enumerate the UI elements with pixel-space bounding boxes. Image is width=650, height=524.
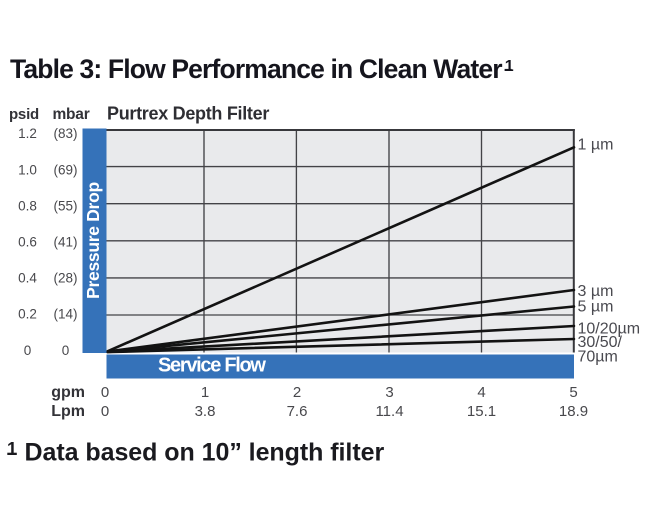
svg-text:10/20µm: 10/20µm xyxy=(578,321,641,338)
svg-text:4: 4 xyxy=(477,384,485,401)
svg-text:Table 3: Flow Performance in C: Table 3: Flow Performance in Clean Water xyxy=(10,54,502,84)
svg-text:3 µm: 3 µm xyxy=(578,283,614,300)
svg-text:7.6: 7.6 xyxy=(287,403,308,420)
svg-text:(69): (69) xyxy=(53,162,77,177)
svg-text:gpm: gpm xyxy=(51,384,85,401)
svg-text:11.4: 11.4 xyxy=(375,403,403,420)
svg-text:0.4: 0.4 xyxy=(18,271,37,286)
svg-text:1.0: 1.0 xyxy=(18,162,37,177)
svg-text:Pressure Drop: Pressure Drop xyxy=(83,182,103,299)
svg-text:Lpm: Lpm xyxy=(51,403,85,420)
svg-text:5 µm: 5 µm xyxy=(578,299,614,316)
svg-text:2: 2 xyxy=(293,384,301,401)
svg-text:1: 1 xyxy=(505,58,514,75)
svg-text:0: 0 xyxy=(24,343,32,358)
svg-text:(14): (14) xyxy=(53,307,77,322)
svg-text:70µm: 70µm xyxy=(578,349,618,366)
svg-text:(55): (55) xyxy=(53,198,77,213)
svg-text:mbar: mbar xyxy=(52,106,89,123)
svg-text:5: 5 xyxy=(569,384,577,401)
svg-text:0.8: 0.8 xyxy=(18,198,37,213)
svg-text:0: 0 xyxy=(101,384,109,401)
svg-text:30/50/: 30/50/ xyxy=(578,334,623,351)
svg-text:3.8: 3.8 xyxy=(195,403,216,420)
svg-text:1: 1 xyxy=(201,384,209,401)
svg-text:1: 1 xyxy=(7,439,17,459)
svg-text:3: 3 xyxy=(385,384,393,401)
svg-text:0: 0 xyxy=(101,403,109,420)
svg-text:1.2: 1.2 xyxy=(18,126,37,141)
svg-text:0.6: 0.6 xyxy=(18,235,37,250)
svg-text:Service Flow: Service Flow xyxy=(158,355,266,377)
svg-text:18.9: 18.9 xyxy=(559,403,588,420)
svg-text:(28): (28) xyxy=(53,271,77,286)
svg-text:Purtrex Depth Filter: Purtrex Depth Filter xyxy=(107,104,269,124)
svg-text:15.1: 15.1 xyxy=(467,403,496,420)
svg-text:(83): (83) xyxy=(53,126,77,141)
svg-text:1 µm: 1 µm xyxy=(578,137,614,154)
svg-text:0.2: 0.2 xyxy=(18,307,37,322)
svg-text:(41): (41) xyxy=(53,235,77,250)
svg-text:0: 0 xyxy=(62,343,70,358)
svg-text:psid: psid xyxy=(9,106,39,123)
svg-text:Data based on 10” length filte: Data based on 10” length filter xyxy=(25,439,385,467)
